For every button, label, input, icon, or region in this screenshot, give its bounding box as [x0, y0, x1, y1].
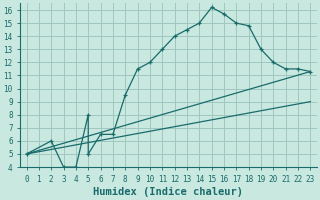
X-axis label: Humidex (Indice chaleur): Humidex (Indice chaleur)	[93, 186, 244, 197]
